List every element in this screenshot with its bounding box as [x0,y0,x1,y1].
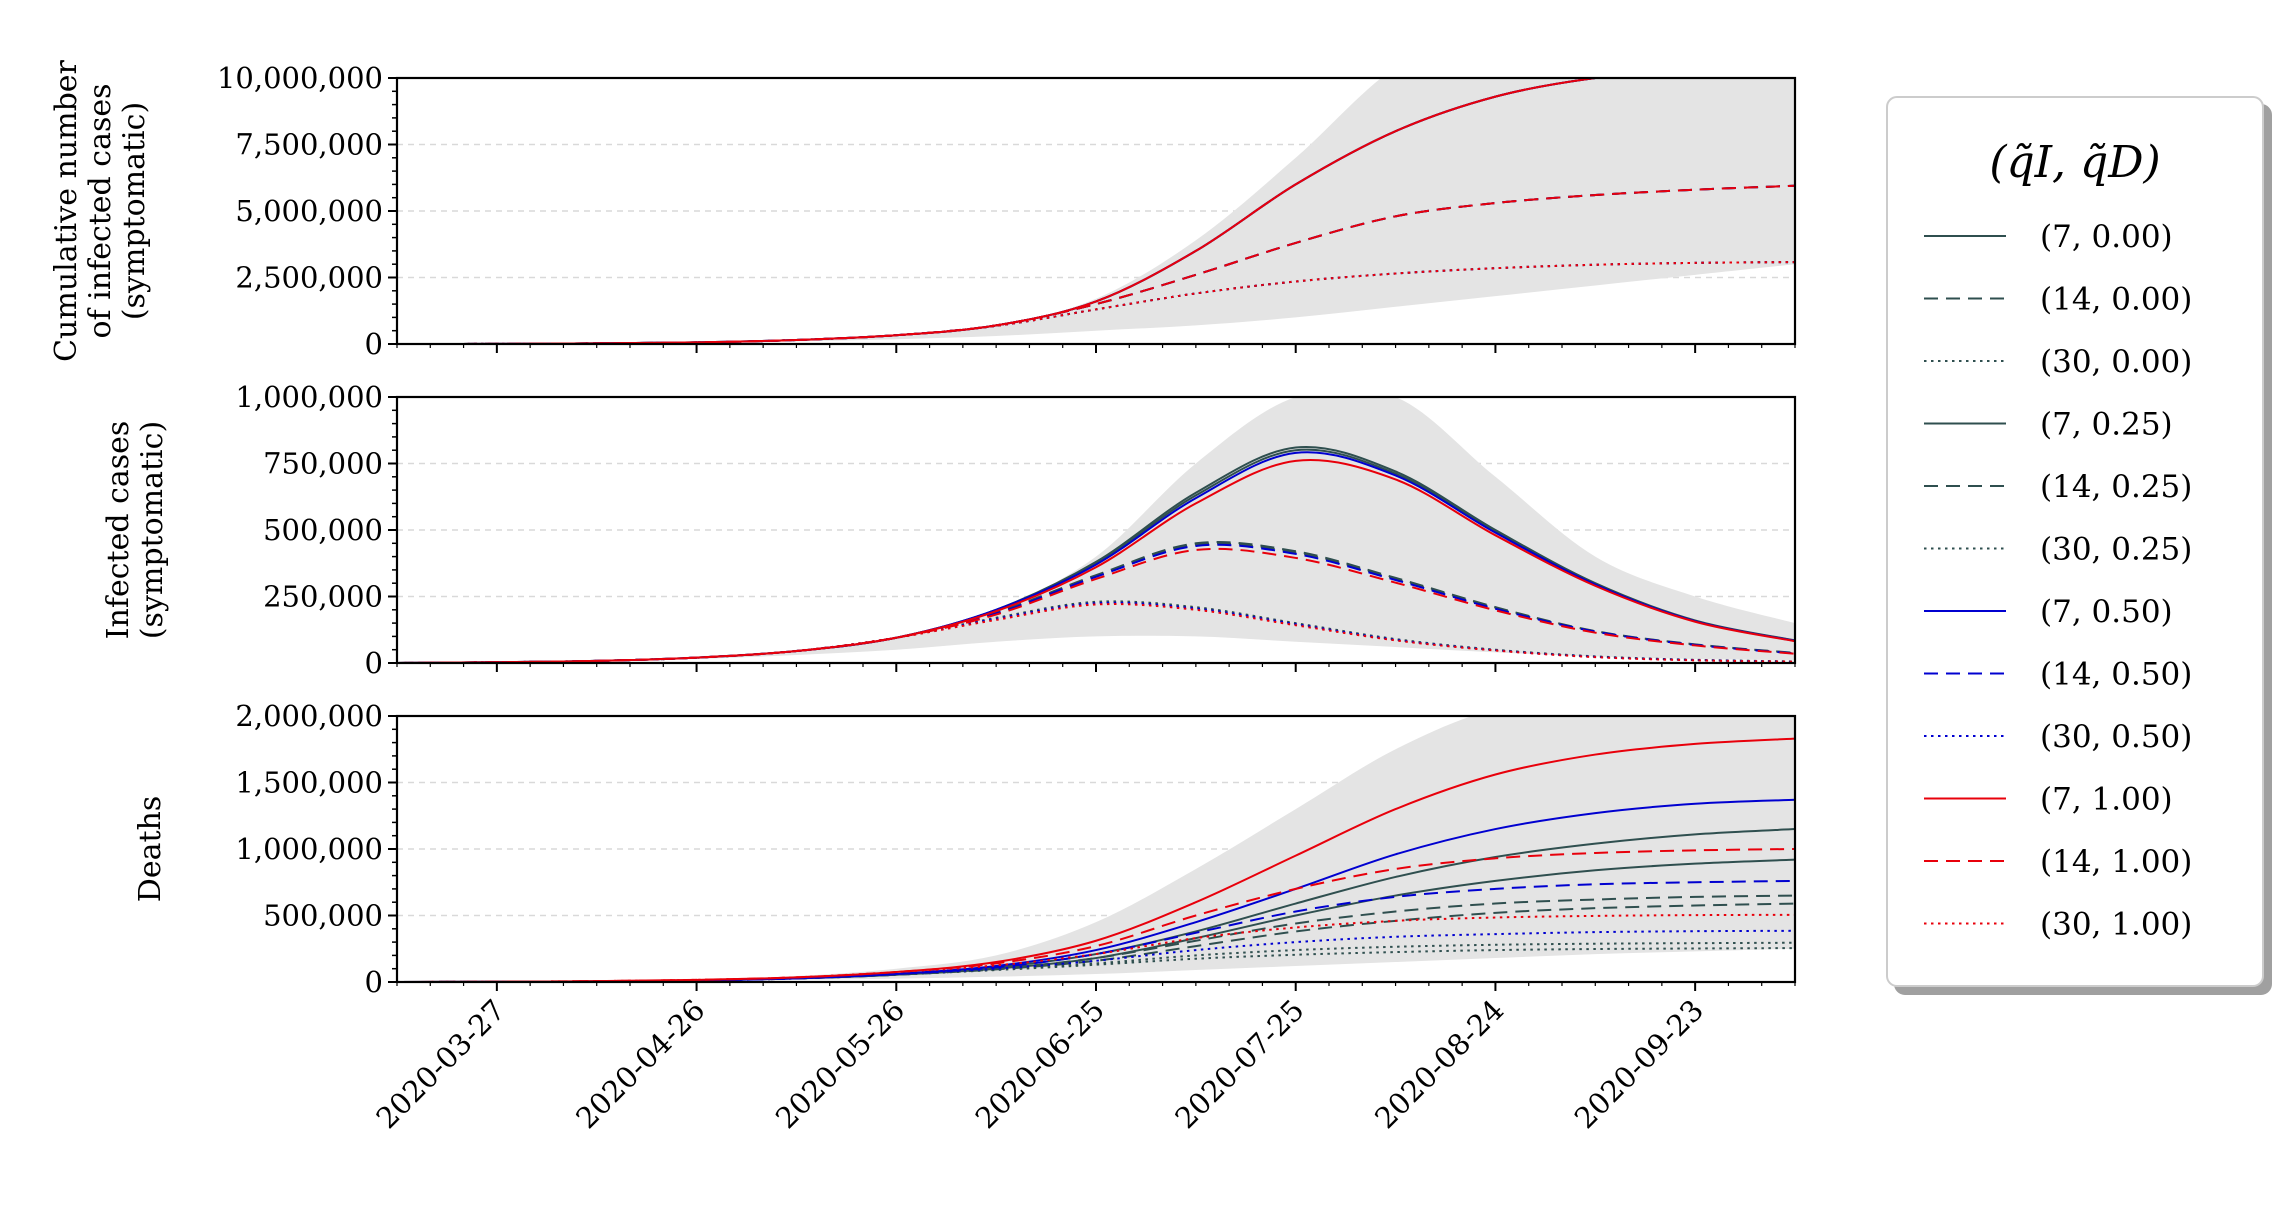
legend-label: (7, 0.50) [2040,594,2173,630]
legend-label: (30, 0.50) [2040,719,2192,755]
y-tick-label: 750,000 [263,447,383,481]
x-tick-label: 2020-03-27 [370,993,512,1135]
legend-label: (14, 0.25) [2040,469,2192,505]
x-tick-label: 2020-05-26 [769,993,911,1135]
panels: 0 2,500,000 5,000,000 7,500,000 10,000,000 Cu… [49,59,1797,999]
series-line-30-0.50 [397,929,1795,982]
legend-label: (30, 1.00) [2040,907,2192,943]
y-axis-label: of infected cases [83,83,118,338]
panel-3: 0 500,000 1,000,000 1,500,000 2,000,000 Death… [133,699,1797,999]
y-tick-label: 0 [365,327,383,361]
series-line-14-1.00 [397,848,1795,982]
legend-label: (7, 0.00) [2040,219,2173,255]
y-axis-label: (symptomatic) [135,421,170,639]
x-tick-label: 2020-06-25 [969,993,1111,1135]
y-axis-label: Deaths [133,796,168,902]
y-axis-label: Infected cases [101,421,136,640]
y-tick-label: 250,000 [263,580,383,614]
legend-label: (14, 0.00) [2040,282,2192,318]
legend-label: (14, 1.00) [2040,844,2192,880]
series-line-30-1.00 [397,913,1795,982]
y-tick-label: 10,000,000 [217,61,383,95]
legend: (q̃I, q̃D) (7, 0.00) (14, 0.00) (30, 0.00) (… [1886,96,2264,987]
series-line-14-1.00 [397,547,1795,663]
y-tick-label: 5,000,000 [235,194,383,228]
y-tick-label: 0 [365,646,383,680]
series-line-14-1.00 [397,184,1795,344]
x-tick-label: 2020-09-23 [1568,993,1710,1135]
uncertainty-band [397,397,1795,663]
legend-label: (14, 0.50) [2040,657,2192,693]
uncertainty-band [397,716,1795,982]
y-tick-label: 1,000,000 [235,380,383,414]
panel-2: 0 250,000 500,000 750,000 1,000,000 Infected … [101,380,1797,680]
y-tick-label: 1,500,000 [235,766,383,800]
x-axis: 2020-03-27 2020-04-26 2020-05-26 2020-06-25… [370,993,1711,1135]
legend-label: (30, 0.00) [2040,344,2192,380]
y-axis-label: (symptomatic) [117,102,152,320]
x-tick-label: 2020-04-26 [569,993,711,1135]
legend-label: (7, 1.00) [2040,782,2173,818]
uncertainty-band [397,78,1795,344]
plot-area [397,78,1795,344]
y-tick-label: 500,000 [263,513,383,547]
legend-label: (7, 0.25) [2040,407,2173,443]
legend-box [1886,96,2264,987]
y-tick-label: 500,000 [263,899,383,933]
plot-area [397,716,1795,982]
legend-label: (30, 0.25) [2040,532,2192,568]
series-line-14-0.00 [397,902,1795,982]
y-tick-label: 1,000,000 [235,832,383,866]
y-tick-label: 7,500,000 [235,128,383,162]
panel-1: 0 2,500,000 5,000,000 7,500,000 10,000,000 Cu… [49,59,1797,362]
y-tick-label: 2,500,000 [235,261,383,295]
x-tick-label: 2020-08-24 [1368,993,1510,1135]
legend-title: (q̃I, q̃D) [1989,137,2160,188]
plot-area [397,397,1795,663]
y-tick-label: 0 [365,965,383,999]
y-axis-label: Cumulative number [49,59,84,361]
y-tick-label: 2,000,000 [235,699,383,733]
x-tick-label: 2020-07-25 [1168,993,1310,1135]
